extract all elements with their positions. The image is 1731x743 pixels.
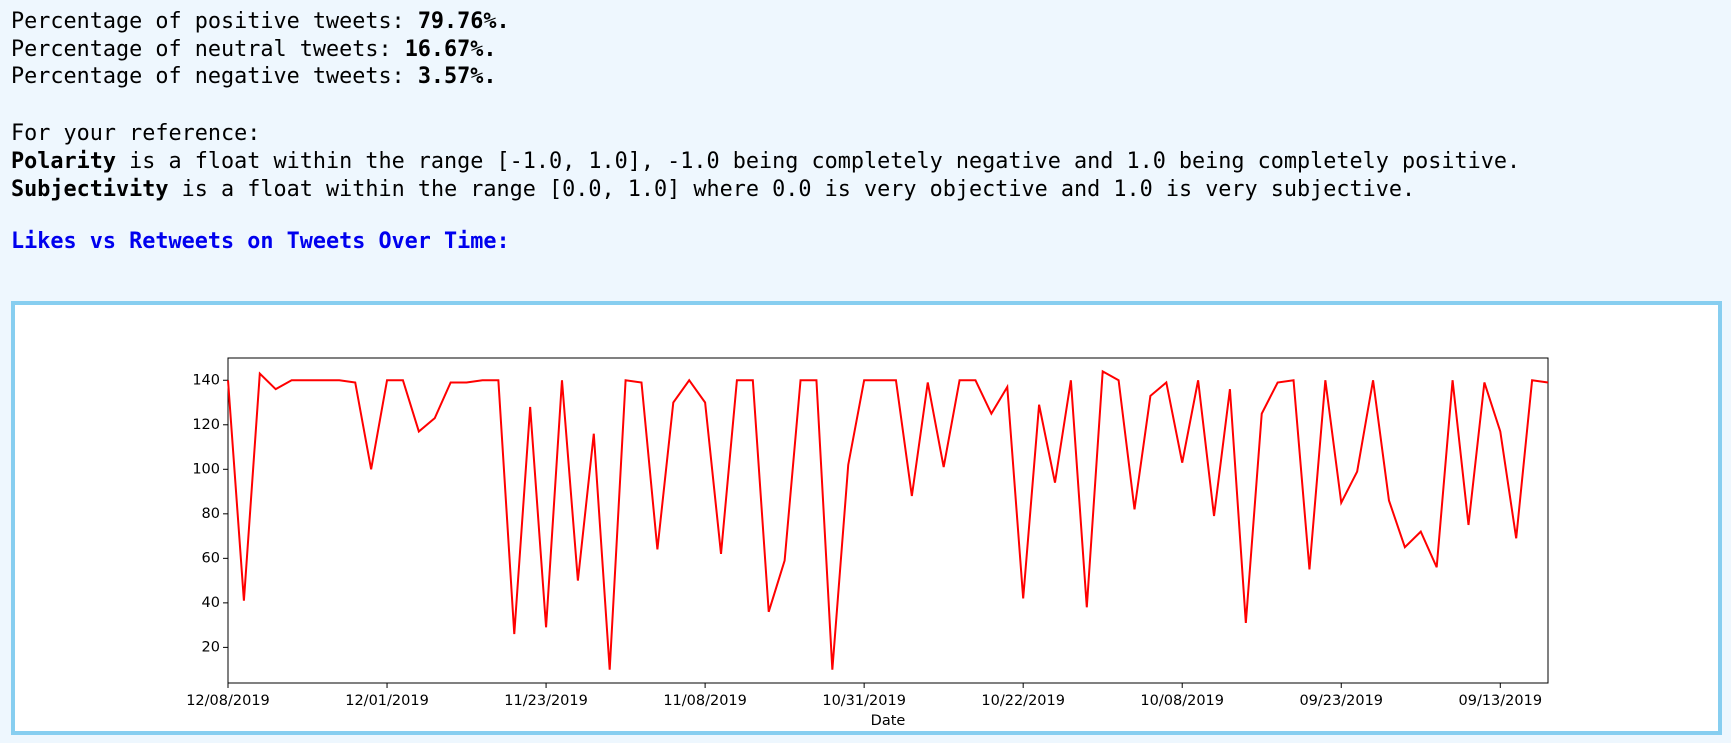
summary-label: Percentage of neutral tweets: bbox=[11, 37, 405, 62]
chart-container bbox=[11, 301, 1722, 735]
summary-value: 16.67%. bbox=[404, 37, 497, 62]
x-tick-label: 10/31/2019 bbox=[822, 693, 906, 709]
y-tick-label: 80 bbox=[202, 506, 220, 522]
definition: is a float within the range [0.0, 1.0] w… bbox=[168, 177, 1416, 202]
y-tick-label: 120 bbox=[192, 417, 220, 433]
y-tick-label: 40 bbox=[202, 595, 220, 611]
reference-line: Subjectivity is a float within the range… bbox=[11, 177, 1415, 203]
summary-line: Percentage of negative tweets: 3.57%. bbox=[11, 64, 497, 90]
x-tick-label: 10/08/2019 bbox=[1140, 693, 1224, 709]
y-tick-label: 20 bbox=[202, 639, 220, 655]
plot-frame bbox=[227, 357, 1549, 684]
x-tick-label: 09/23/2019 bbox=[1299, 693, 1383, 709]
x-tick-label: 12/08/2019 bbox=[186, 693, 270, 709]
y-tick-label: 100 bbox=[192, 461, 220, 477]
term: Polarity bbox=[11, 149, 116, 174]
summary-label: Percentage of positive tweets: bbox=[11, 9, 418, 34]
x-tick-label: 11/23/2019 bbox=[504, 693, 588, 709]
x-tick-label: 09/13/2019 bbox=[1459, 693, 1543, 709]
x-axis-label: Date bbox=[871, 713, 906, 729]
term: Subjectivity bbox=[11, 177, 169, 202]
summary-line: Percentage of positive tweets: 79.76%. bbox=[11, 9, 510, 35]
section-heading: Likes vs Retweets on Tweets Over Time: bbox=[11, 229, 510, 254]
x-tick-label: 11/08/2019 bbox=[663, 693, 747, 709]
reference-intro: For your reference: bbox=[11, 121, 261, 146]
summary-line: Percentage of neutral tweets: 16.67%. bbox=[11, 37, 497, 63]
data-line bbox=[227, 369, 1549, 670]
x-tick-label: 12/01/2019 bbox=[345, 693, 429, 709]
reference-line: Polarity is a float within the range [-1… bbox=[11, 149, 1520, 175]
summary-value: 3.57%. bbox=[417, 64, 497, 89]
definition: is a float within the range [-1.0, 1.0],… bbox=[115, 149, 1521, 174]
summary-value: 79.76%. bbox=[417, 9, 510, 34]
x-tick-label: 10/22/2019 bbox=[981, 693, 1065, 709]
y-tick-label: 60 bbox=[202, 550, 220, 566]
summary-label: Percentage of negative tweets: bbox=[11, 64, 418, 89]
y-tick-label: 140 bbox=[192, 372, 220, 388]
